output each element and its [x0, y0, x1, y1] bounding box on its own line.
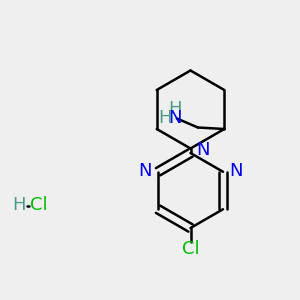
Text: N: N [196, 141, 210, 159]
Text: H: H [169, 100, 182, 118]
Text: Cl: Cl [30, 196, 48, 214]
Text: H: H [159, 109, 172, 127]
Text: H: H [12, 196, 26, 214]
Text: N: N [138, 162, 152, 180]
Text: Cl: Cl [182, 240, 199, 258]
Text: N: N [230, 162, 243, 180]
Text: N: N [169, 109, 182, 127]
